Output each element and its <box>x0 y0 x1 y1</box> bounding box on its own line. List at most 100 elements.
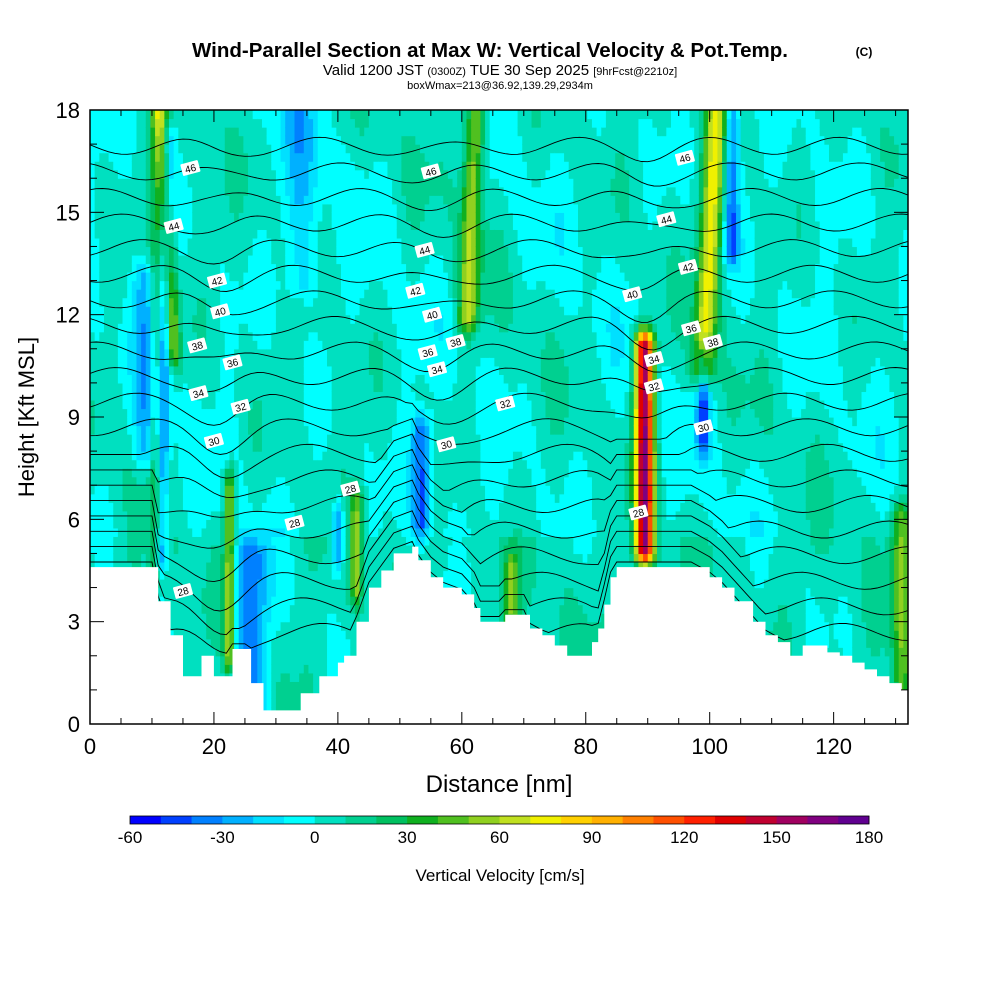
w-cell <box>331 417 337 427</box>
w-cell <box>229 493 235 503</box>
w-cell <box>271 340 277 350</box>
w-cell <box>182 399 189 410</box>
w-cell <box>345 348 351 358</box>
w-cell <box>248 391 254 401</box>
w-cell <box>373 553 379 563</box>
w-cell <box>164 254 170 265</box>
w-cell <box>131 536 138 546</box>
w-cell <box>182 613 189 623</box>
w-cell <box>94 289 100 299</box>
w-cell <box>248 365 254 375</box>
w-cell <box>238 152 244 162</box>
w-cell <box>364 237 370 248</box>
w-cell <box>275 374 282 384</box>
w-cell <box>299 246 305 256</box>
w-cell <box>327 195 333 205</box>
w-cell <box>103 493 110 503</box>
w-cell <box>187 561 193 572</box>
w-cell <box>169 178 175 188</box>
w-cell <box>280 493 286 503</box>
w-cell <box>350 357 356 367</box>
w-cell <box>294 323 300 333</box>
w-cell <box>252 630 258 640</box>
w-cell <box>192 357 198 367</box>
w-cell <box>136 476 142 486</box>
w-cell <box>164 561 170 572</box>
w-cell <box>238 527 244 537</box>
w-cell <box>136 357 142 367</box>
w-cell <box>275 655 282 665</box>
w-cell <box>210 169 217 179</box>
w-cell <box>340 417 347 427</box>
w-cell <box>373 289 379 299</box>
w-cell <box>248 178 254 188</box>
w-cell <box>257 186 263 196</box>
w-cell <box>150 306 156 316</box>
w-cell <box>275 493 282 503</box>
w-cell <box>224 212 231 222</box>
w-cell <box>122 442 128 452</box>
w-cell <box>299 306 305 316</box>
w-cell <box>308 297 314 307</box>
w-cell <box>229 365 235 375</box>
w-cell <box>90 263 96 273</box>
w-cell <box>354 604 361 614</box>
w-cell <box>145 314 152 324</box>
w-cell <box>327 664 333 674</box>
w-cell <box>90 135 96 145</box>
w-cell <box>238 510 244 520</box>
w-cell <box>252 502 258 512</box>
w-cell <box>354 229 361 239</box>
w-cell <box>243 135 249 145</box>
w-cell <box>103 340 110 350</box>
w-cell <box>127 169 133 179</box>
w-cell <box>131 178 138 188</box>
w-cell <box>280 459 286 469</box>
w-cell <box>266 391 272 401</box>
w-cell <box>159 536 165 546</box>
w-cell <box>350 169 356 179</box>
w-cell <box>145 280 152 290</box>
w-cell <box>220 237 226 248</box>
w-cell <box>182 314 189 324</box>
w-cell <box>280 365 286 375</box>
w-cell <box>378 536 384 546</box>
w-cell <box>117 289 124 299</box>
w-cell <box>364 399 370 410</box>
w-cell <box>169 254 175 265</box>
w-cell <box>345 306 351 316</box>
w-cell <box>155 246 161 256</box>
w-cell <box>224 399 231 410</box>
w-cell <box>164 195 170 205</box>
w-cell <box>122 399 128 410</box>
w-cell <box>201 110 207 120</box>
w-cell <box>178 195 184 205</box>
w-cell <box>224 195 231 205</box>
w-cell <box>155 127 161 137</box>
w-cell <box>322 144 328 154</box>
w-cell <box>382 331 389 341</box>
w-cell <box>354 306 361 316</box>
w-cell <box>336 314 342 324</box>
w-cell <box>99 382 105 393</box>
w-cell <box>220 485 226 495</box>
w-cell <box>187 118 193 128</box>
w-cell <box>103 417 110 427</box>
w-cell <box>238 374 244 384</box>
w-cell <box>220 186 226 196</box>
w-cell <box>178 434 184 444</box>
w-cell <box>220 263 226 273</box>
w-cell <box>252 135 258 145</box>
w-cell <box>322 596 328 606</box>
w-cell <box>313 118 319 128</box>
w-cell <box>271 561 277 572</box>
w-cell <box>192 348 198 358</box>
w-cell <box>261 357 268 367</box>
w-cell <box>378 408 384 418</box>
w-cell <box>201 127 207 137</box>
w-cell <box>373 442 379 452</box>
w-cell <box>224 110 231 120</box>
w-cell <box>182 451 189 461</box>
w-cell <box>206 391 212 401</box>
w-cell <box>127 280 133 290</box>
